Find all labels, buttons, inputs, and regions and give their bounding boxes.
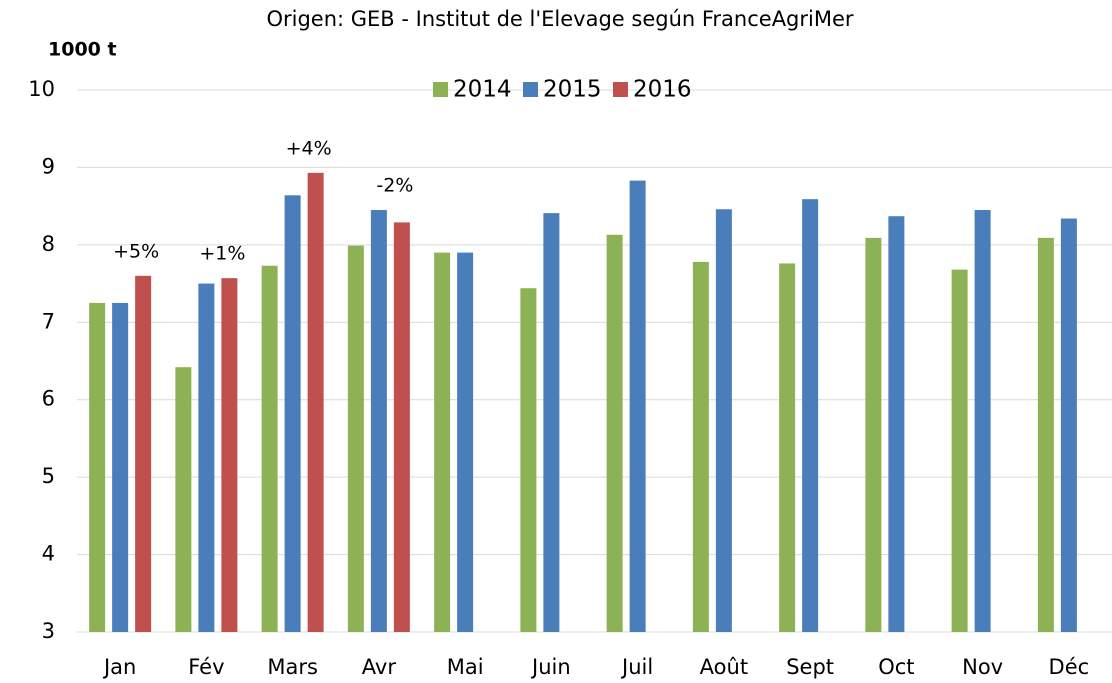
y-tick-label: 6: [42, 387, 55, 411]
bar: [543, 213, 560, 632]
bar: [974, 210, 991, 632]
legend-swatch: [433, 82, 448, 97]
legend-label: 2016: [633, 77, 692, 103]
y-axis-label: 1000 t: [48, 39, 117, 61]
bar: [888, 216, 905, 633]
x-tick-label: Août: [700, 655, 748, 679]
x-tick-label: Nov: [962, 655, 1003, 679]
bar: [457, 252, 474, 632]
y-tick-label: 4: [42, 542, 55, 566]
x-tick-label: Avr: [362, 655, 397, 679]
bar: [112, 302, 129, 632]
annotation: +1%: [199, 243, 245, 265]
legend-swatch: [523, 82, 538, 97]
bar: [307, 172, 324, 632]
bar: [135, 275, 152, 632]
y-tick-label: 3: [42, 619, 55, 643]
bar: [692, 261, 709, 632]
y-tick-label: 9: [42, 154, 55, 178]
y-tick-label: 7: [42, 309, 55, 333]
bar: [393, 222, 410, 632]
legend-label: 2015: [543, 77, 602, 103]
bar: [520, 288, 537, 632]
bar: [865, 237, 882, 633]
bar: [221, 278, 238, 632]
bar: [1037, 237, 1054, 633]
bar: [175, 367, 192, 632]
annotation: +5%: [113, 240, 159, 262]
x-tick-label: Mai: [447, 655, 484, 679]
x-tick-label: Juil: [620, 655, 653, 679]
x-tick-label: Jan: [102, 655, 136, 679]
bar: [261, 265, 278, 632]
bar: [89, 302, 106, 632]
annotation: -2%: [376, 175, 413, 197]
bar: [606, 234, 623, 632]
x-tick-label: Oct: [878, 655, 914, 679]
bar: [1060, 218, 1077, 632]
bar: [434, 252, 451, 632]
bar: [715, 209, 732, 633]
x-tick-label: Mars: [267, 655, 318, 679]
annotation: +4%: [286, 137, 332, 159]
x-tick-label: Juin: [530, 655, 571, 679]
chart-subtitle: Origen: GEB - Institut de l'Elevage segú…: [266, 7, 853, 31]
x-tick-label: Déc: [1049, 655, 1090, 679]
bar: [370, 210, 387, 632]
bar: [802, 199, 819, 632]
y-tick-label: 5: [42, 464, 55, 488]
bar: [951, 269, 968, 632]
y-tick-label: 8: [42, 232, 55, 256]
x-tick-label: Sept: [786, 655, 834, 679]
legend-label: 2014: [453, 77, 512, 103]
bar: [629, 180, 646, 632]
bar: [347, 245, 364, 633]
legend-swatch: [613, 82, 628, 97]
bar: [779, 263, 796, 632]
y-tick-label: 10: [28, 77, 55, 101]
bar: [198, 283, 215, 632]
bar: [284, 195, 301, 632]
x-tick-label: Fév: [188, 655, 224, 679]
